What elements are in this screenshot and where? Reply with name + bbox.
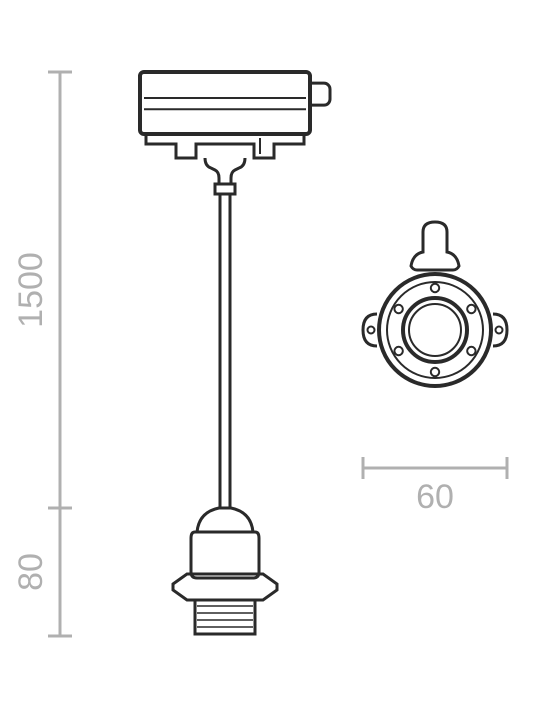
dimension-width <box>363 457 507 479</box>
bottom-view <box>363 222 507 386</box>
side-elevation <box>140 72 330 634</box>
dimension-rail-vertical <box>48 72 72 636</box>
dimension-label-socket-height: 80 <box>12 553 50 591</box>
dimension-label-diameter: 60 <box>416 478 454 516</box>
technical-drawing: 1500 80 60 <box>0 0 540 720</box>
drawing-svg: 1500 80 60 <box>0 0 540 720</box>
dimension-label-cable-length: 1500 <box>12 252 50 328</box>
